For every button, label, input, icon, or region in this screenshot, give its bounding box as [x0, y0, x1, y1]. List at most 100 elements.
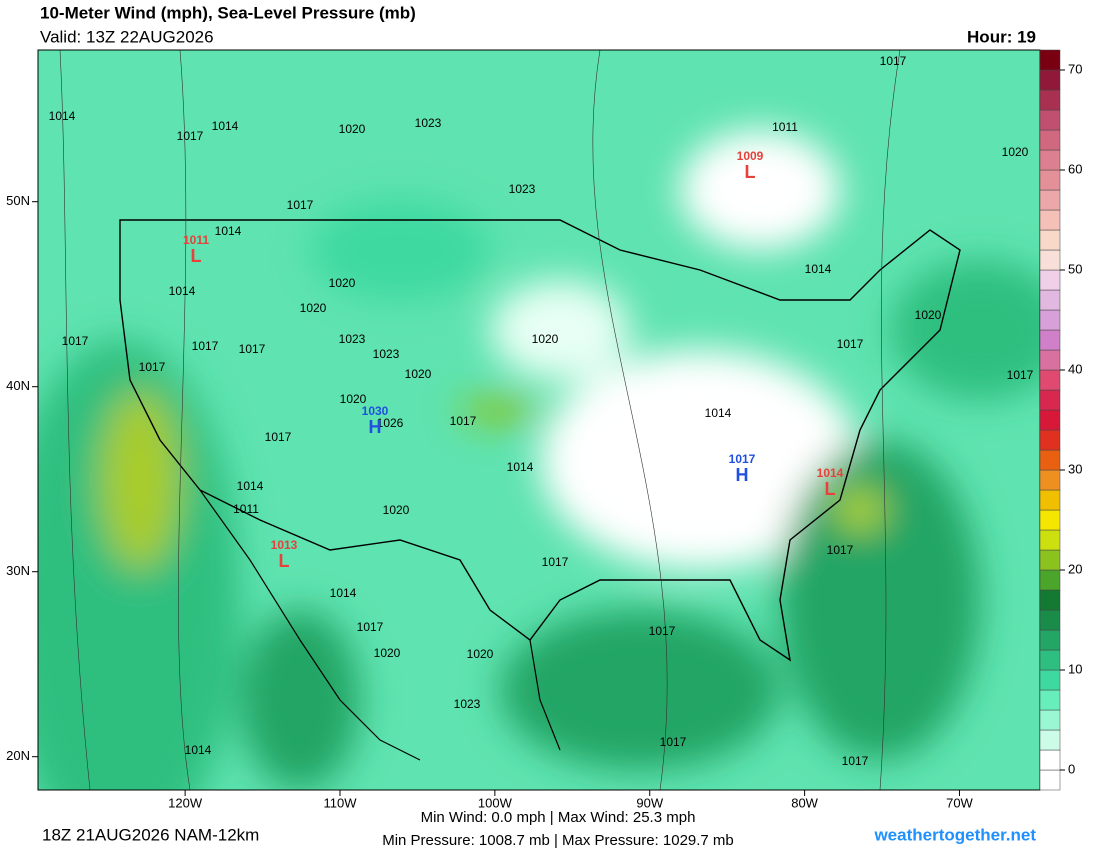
colorbar-bin — [1039, 569, 1061, 591]
colorbar-bin — [1039, 189, 1061, 211]
isobar-label: 1014 — [185, 743, 212, 757]
x-tick-label: 110W — [323, 795, 357, 810]
shade — [240, 610, 360, 790]
isobar-label: 1020 — [340, 392, 367, 406]
pressure-center-letter: H — [736, 465, 749, 485]
isobar-label: 1017 — [542, 555, 569, 569]
colorbar-bin — [1039, 449, 1061, 471]
colorbar-bin — [1039, 329, 1061, 351]
pressure-center-letter: H — [369, 417, 382, 437]
pressure-center-value: 1011 — [183, 233, 209, 247]
isobar-label: 1017 — [239, 342, 266, 356]
colorbar-bin — [1039, 489, 1061, 511]
y-tick-label: 20N — [6, 748, 30, 763]
isobar-label: 1020 — [383, 503, 410, 517]
shade — [100, 390, 180, 570]
isobar-label: 1017 — [287, 198, 314, 212]
colorbar-bin — [1039, 309, 1061, 331]
colorbar-bin — [1039, 709, 1061, 731]
coastline — [199, 489, 561, 761]
isobar-label: 1017 — [1007, 368, 1034, 382]
pressure-stats: Min Pressure: 1008.7 mb | Max Pressure: … — [382, 832, 734, 849]
shade — [540, 350, 860, 570]
isobar-label: 1017 — [139, 360, 166, 374]
isobar-label: 1017 — [357, 620, 384, 634]
map-field — [38, 50, 1040, 790]
isobar-label: 1020 — [467, 647, 494, 661]
isobar-label: 1023 — [509, 182, 536, 196]
colorbar-bin — [1039, 529, 1061, 551]
shade — [680, 130, 840, 250]
colorbar-bin — [1039, 689, 1061, 711]
colorbar-bin — [1039, 249, 1061, 271]
pressure-center-value: 1013 — [271, 538, 298, 552]
model-run: 18Z 21AUG2026 NAM-12km — [42, 825, 259, 844]
isobar-label: 1017 — [192, 339, 219, 353]
colorbar-bin — [1039, 429, 1061, 451]
shade — [780, 440, 980, 760]
wind-stats: Min Wind: 0.0 mph | Max Wind: 25.3 mph — [421, 809, 696, 826]
x-tick-label: 100W — [478, 795, 513, 810]
colorbar-label: 30 — [1068, 461, 1082, 476]
isobar-label: 1011 — [772, 120, 798, 134]
colorbar-bin — [1039, 349, 1061, 371]
y-tick-label: 30N — [6, 563, 30, 578]
colorbar-bin — [1039, 229, 1061, 251]
isobar-label: 1014 — [330, 586, 357, 600]
shade — [835, 490, 885, 530]
colorbar-label: 50 — [1068, 261, 1082, 276]
isobar-label: 1023 — [339, 332, 366, 346]
y-tick-label: 50N — [6, 193, 30, 208]
colorbar-label: 0 — [1068, 761, 1075, 776]
pressure-center-letter: L — [825, 479, 836, 499]
isobar-label: 1017 — [265, 430, 292, 444]
pressure-center-value: 1030 — [362, 404, 389, 418]
isobar-label: 1026 — [377, 416, 404, 430]
isobar-label: 1023 — [415, 116, 442, 130]
isobar-label: 1014 — [212, 119, 239, 133]
isobar-label: 1017 — [837, 337, 864, 351]
colorbar-bin — [1039, 649, 1061, 671]
isobar-label: 1014 — [507, 460, 534, 474]
colorbar-bin — [1039, 209, 1061, 231]
y-tick-label: 40N — [6, 378, 30, 393]
colorbar-bin — [1039, 289, 1061, 311]
isobar-label: 1017 — [660, 735, 687, 749]
colorbar-bin — [1039, 469, 1061, 491]
colorbar-label: 20 — [1068, 561, 1082, 576]
isobar-label: 1017 — [880, 54, 907, 68]
title: 10-Meter Wind (mph), Sea-Level Pressure … — [40, 3, 416, 22]
colorbar-bin — [1039, 389, 1061, 411]
isobar-label: 1014 — [805, 262, 832, 276]
isobar-label: 1011 — [233, 502, 259, 516]
coastline — [119, 219, 961, 662]
pressure-center-letter: L — [745, 162, 756, 182]
isobar-label: 1020 — [300, 301, 327, 315]
colorbar-bin — [1039, 169, 1061, 191]
isobar — [59, 50, 901, 790]
isobar-label: 1014 — [705, 406, 732, 420]
colorbar-bin — [1039, 549, 1061, 571]
x-tick-label: 90W — [636, 795, 663, 810]
colorbar-bin — [1039, 629, 1061, 651]
shade — [460, 396, 540, 424]
colorbar-bin — [1039, 509, 1061, 531]
colorbar-bin — [1039, 69, 1061, 91]
wind-shading — [38, 130, 1040, 790]
x-tick-label: 80W — [791, 795, 818, 810]
isobar-label: 1014 — [215, 224, 242, 238]
colorbar-bin — [1039, 269, 1061, 291]
colorbar-bin — [1039, 589, 1061, 611]
isobar-label: 1020 — [329, 276, 356, 290]
colorbar-bin — [1039, 149, 1061, 171]
isobar-label: 1014 — [237, 479, 264, 493]
shade — [890, 260, 1040, 400]
isobar-label: 1017 — [450, 414, 477, 428]
x-tick-label: 70W — [946, 795, 973, 810]
colorbar-bin — [1039, 369, 1061, 391]
colorbar-label: 70 — [1068, 61, 1082, 76]
colorbar-bin — [1039, 109, 1061, 131]
colorbar-bin — [1039, 49, 1061, 71]
isobar-label: 1020 — [339, 122, 366, 136]
isobar-label: 1020 — [374, 646, 401, 660]
